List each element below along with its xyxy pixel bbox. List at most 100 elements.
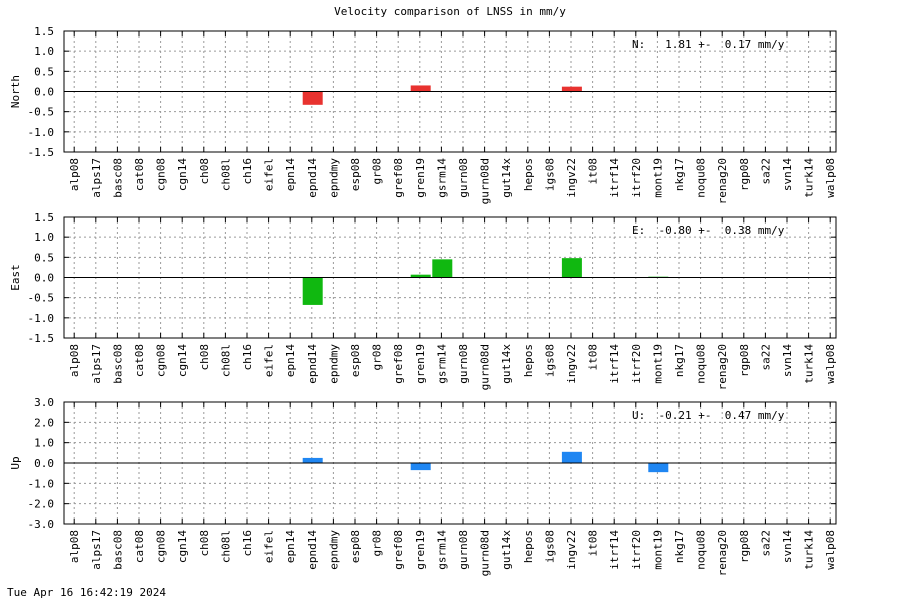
station-label: nkg17 — [673, 158, 686, 191]
station-label: epndmy — [327, 158, 340, 198]
station-label: hepos — [522, 158, 535, 191]
station-label: gut14x — [500, 158, 513, 198]
station-label: svn14 — [781, 530, 794, 563]
station-label: alps17 — [90, 344, 103, 384]
station-label: ingv22 — [565, 344, 578, 384]
station-label: ch08l — [219, 158, 232, 191]
station-label: basc08 — [111, 158, 124, 198]
station-label: cgn14 — [176, 344, 189, 377]
station-label: rgp08 — [738, 344, 751, 377]
station-label: eifel — [263, 530, 276, 563]
station-label: gr08 — [371, 158, 384, 185]
station-label: itrf20 — [630, 344, 643, 384]
station-label: ch08 — [198, 344, 211, 371]
y-axis-label: North — [9, 75, 22, 108]
y-tick-label: 1.0 — [34, 45, 54, 58]
bar-ingv22 — [561, 258, 582, 278]
bar-ingv22 — [561, 86, 582, 92]
station-label: epnd14 — [306, 344, 319, 384]
station-label: svn14 — [781, 158, 794, 191]
station-label: epn14 — [284, 344, 297, 377]
station-label: ch16 — [241, 158, 254, 185]
y-tick-label: -1.0 — [28, 312, 55, 325]
station-label: mont19 — [651, 158, 664, 198]
station-label: walp08 — [824, 158, 837, 198]
station-label: epn14 — [284, 158, 297, 191]
station-label: gsrm14 — [435, 530, 448, 570]
summary-text: N: 1.81 +- 0.17 mm/y — [632, 38, 785, 51]
station-label: cat08 — [133, 530, 146, 563]
summary-text: U: -0.21 +- 0.47 mm/y — [632, 409, 785, 422]
station-label: gurn08d — [479, 344, 492, 390]
station-label: nkg17 — [673, 344, 686, 377]
y-tick-label: -1.0 — [28, 477, 55, 490]
bar-epnd14 — [302, 91, 323, 105]
station-label: gsrm14 — [435, 344, 448, 384]
station-label: rgp08 — [738, 158, 751, 191]
station-label: cgn14 — [176, 530, 189, 563]
station-label: gurn08d — [479, 530, 492, 576]
y-tick-label: 0.0 — [34, 457, 54, 470]
y-tick-label: 1.5 — [34, 25, 54, 38]
station-label: igs08 — [543, 158, 556, 191]
plot-frame — [63, 30, 837, 153]
station-label: gurn08d — [479, 158, 492, 204]
station-label: gr08 — [371, 344, 384, 371]
station-label: sa22 — [759, 530, 772, 557]
panel-east: -1.5 -1.0 -0.5 0.0 0.5 1.0 1.5 alp08 alps17 basc0… — [9, 211, 837, 390]
panel-north: -1.5 -1.0 -0.5 0.0 0.5 1.0 1.5 alp08 alps17 basc0… — [9, 25, 837, 204]
station-label: noqu08 — [695, 530, 708, 570]
station-label: gurn08 — [457, 530, 470, 570]
station-label: mont19 — [651, 344, 664, 384]
y-tick-label: -2.0 — [28, 498, 55, 511]
plot-frame — [63, 401, 837, 525]
station-label: cgn08 — [155, 344, 168, 377]
station-label: gut14x — [500, 530, 513, 570]
station-label: noqu08 — [695, 158, 708, 198]
station-label: renag20 — [716, 344, 729, 390]
station-label: epnd14 — [306, 530, 319, 570]
station-label: hepos — [522, 530, 535, 563]
station-label: walp08 — [824, 530, 837, 570]
station-label: epnd14 — [306, 158, 319, 198]
station-label: gren19 — [414, 344, 427, 384]
station-label: eifel — [263, 158, 276, 191]
station-label: gr08 — [371, 530, 384, 557]
station-label: ch08 — [198, 158, 211, 185]
station-label: nkg17 — [673, 530, 686, 563]
station-label: cgn14 — [176, 158, 189, 191]
station-label: sa22 — [759, 158, 772, 185]
station-label: noqu08 — [695, 344, 708, 384]
station-label: renag20 — [716, 530, 729, 576]
timestamp: Tue Apr 16 16:42:19 2024 — [7, 586, 166, 599]
station-label: ch08 — [198, 530, 211, 557]
y-tick-label: 1.5 — [34, 211, 54, 224]
y-tick-label: 1.0 — [34, 231, 54, 244]
station-label: itrf20 — [630, 530, 643, 570]
bar-gren19 — [410, 274, 431, 278]
station-label: itrf14 — [608, 530, 621, 570]
station-label: esp08 — [349, 344, 362, 377]
bar-gren19 — [410, 463, 431, 471]
station-label: eifel — [263, 344, 276, 377]
station-label: gren19 — [414, 158, 427, 198]
y-tick-label: -3.0 — [28, 518, 55, 531]
bar-mont19 — [648, 463, 669, 473]
station-label: gref08 — [392, 344, 405, 384]
station-label: cat08 — [133, 344, 146, 377]
station-label: ch16 — [241, 530, 254, 557]
y-tick-label: -0.5 — [28, 106, 55, 119]
station-label: alps17 — [90, 158, 103, 198]
station-label: alps17 — [90, 530, 103, 570]
station-label: gren19 — [414, 530, 427, 570]
station-label: igs08 — [543, 344, 556, 377]
y-axis-label: Up — [9, 456, 22, 469]
station-label: gurn08 — [457, 158, 470, 198]
station-label: ch08l — [219, 344, 232, 377]
station-label: it08 — [587, 158, 600, 185]
station-label: gref08 — [392, 530, 405, 570]
station-label: rgp08 — [738, 530, 751, 563]
station-label: esp08 — [349, 158, 362, 191]
station-label: itrf20 — [630, 158, 643, 198]
station-label: cgn08 — [155, 530, 168, 563]
